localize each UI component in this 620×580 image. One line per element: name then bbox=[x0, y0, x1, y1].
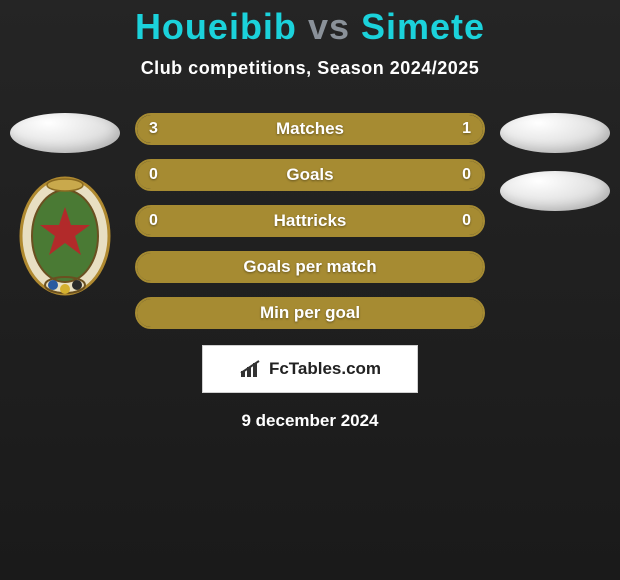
stat-right-value: 1 bbox=[462, 115, 471, 143]
stat-label: Matches bbox=[137, 115, 483, 143]
stat-row-goals: 0 Goals 0 bbox=[135, 159, 485, 191]
comparison-title: Houeibib vs Simete bbox=[0, 0, 620, 48]
source-text: FcTables.com bbox=[269, 359, 381, 379]
bar-chart-icon bbox=[239, 359, 263, 379]
stat-bars: 3 Matches 1 0 Goals 0 0 Hattricks 0 Goal… bbox=[135, 113, 485, 329]
vs-separator: vs bbox=[308, 6, 350, 47]
stat-right-value: 0 bbox=[462, 161, 471, 189]
stat-row-matches: 3 Matches 1 bbox=[135, 113, 485, 145]
date-label: 9 december 2024 bbox=[0, 411, 620, 431]
stat-row-goals-per-match: Goals per match bbox=[135, 251, 485, 283]
player1-name: Houeibib bbox=[135, 6, 297, 47]
subtitle: Club competitions, Season 2024/2025 bbox=[0, 58, 620, 79]
stat-row-hattricks: 0 Hattricks 0 bbox=[135, 205, 485, 237]
stat-row-min-per-goal: Min per goal bbox=[135, 297, 485, 329]
player2-club-avatar bbox=[500, 171, 610, 211]
stat-label: Min per goal bbox=[137, 299, 483, 327]
player2-name: Simete bbox=[361, 6, 485, 47]
player1-club-crest bbox=[15, 171, 115, 301]
source-badge: FcTables.com bbox=[202, 345, 418, 393]
stat-right-value: 0 bbox=[462, 207, 471, 235]
player2-avatar bbox=[500, 113, 610, 153]
crest-icon bbox=[15, 171, 115, 301]
comparison-content: 3 Matches 1 0 Goals 0 0 Hattricks 0 Goal… bbox=[0, 113, 620, 329]
left-column bbox=[5, 113, 125, 329]
player1-avatar bbox=[10, 113, 120, 153]
stat-label: Goals bbox=[137, 161, 483, 189]
right-column bbox=[495, 113, 615, 329]
stat-label: Hattricks bbox=[137, 207, 483, 235]
stat-label: Goals per match bbox=[137, 253, 483, 281]
